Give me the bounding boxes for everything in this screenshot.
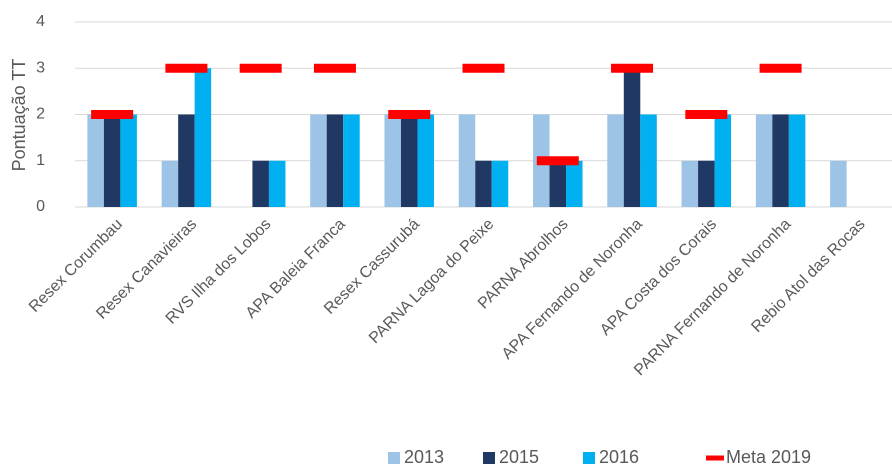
bar [161, 160, 179, 207]
target-marker [388, 110, 431, 119]
target-marker [611, 63, 654, 73]
legend-swatch [483, 452, 495, 464]
bar [714, 114, 732, 207]
bar [268, 160, 286, 207]
legend-swatch [583, 452, 595, 464]
target-marker [759, 63, 802, 73]
bar [755, 114, 773, 207]
y-axis-label: Pontuação TT [9, 59, 29, 172]
x-tick-label: PARNA Lagoa do Peixe [366, 216, 497, 347]
legend-swatch [706, 455, 724, 461]
bar [417, 114, 434, 207]
y-tick-label: 1 [36, 152, 45, 169]
bar [252, 160, 269, 207]
y-tick-label: 2 [36, 106, 45, 123]
bar [400, 114, 418, 207]
bar [343, 114, 360, 207]
bar [194, 68, 212, 207]
x-tick-label: APA Fernando de Noronha [499, 216, 646, 363]
bar [458, 114, 476, 207]
bar [772, 114, 789, 207]
legend-label: 2013 [404, 447, 444, 467]
bar [623, 68, 641, 207]
y-tick-label: 4 [36, 13, 45, 30]
target-marker [239, 63, 282, 73]
bar [788, 114, 806, 207]
bar [178, 114, 195, 207]
bar [566, 160, 583, 207]
legend-swatch [388, 452, 400, 464]
y-tick-label: 0 [36, 198, 45, 215]
bar [491, 160, 509, 207]
target-marker [536, 156, 579, 166]
bar [475, 160, 492, 207]
bar [120, 114, 137, 207]
y-tick-label: 3 [36, 59, 45, 76]
bar [103, 114, 121, 207]
bar [384, 114, 401, 207]
bar [698, 160, 715, 207]
x-tick-label: PARNA Fernando de Noronha [631, 216, 794, 379]
target-marker [165, 63, 208, 73]
legend-label: 2016 [599, 447, 639, 467]
bar [87, 114, 104, 207]
target-marker [685, 110, 728, 119]
target-marker [462, 63, 505, 73]
bar [607, 114, 624, 207]
bar [310, 114, 327, 207]
target-marker [91, 110, 134, 119]
legend-label: Meta 2019 [726, 447, 811, 467]
target-marker [313, 63, 356, 73]
bar [640, 114, 657, 207]
bar [681, 160, 699, 207]
bar [549, 160, 567, 207]
bar [326, 114, 344, 207]
bar [830, 160, 847, 207]
legend-label: 2015 [499, 447, 539, 467]
